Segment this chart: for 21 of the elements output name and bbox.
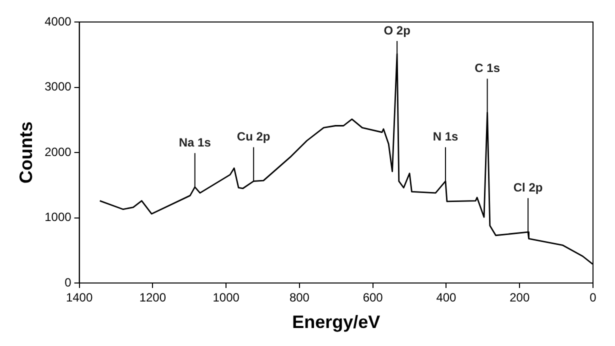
y-tick-label: 0	[64, 275, 72, 290]
annotation: O 2p	[384, 23, 410, 38]
y-tick-label: 2000	[44, 144, 72, 159]
x-axis-title: Energy/eV	[292, 312, 380, 332]
x-tick-label: 1000	[212, 290, 240, 305]
x-tick-label: 1400	[66, 290, 93, 305]
y-axis-title: Counts	[16, 122, 36, 184]
x-tick-label: 200	[510, 290, 530, 305]
x-tick-label: 600	[362, 290, 384, 305]
annotation: C 1s	[474, 61, 500, 76]
annotation: Cu 2p	[236, 130, 270, 144]
annotation: N 1s	[432, 130, 458, 144]
y-tick-label: 3000	[44, 80, 72, 94]
y-tick-label: 1000	[44, 210, 72, 224]
x-tick-label: 800	[289, 290, 310, 305]
y-tick-label: 4000	[44, 14, 72, 28]
x-tick-label: 400	[436, 290, 457, 305]
annotation: Na 1s	[178, 135, 212, 150]
x-tick-label: 1200	[139, 290, 166, 305]
x-tick-label: 0	[590, 290, 597, 305]
annotation: Cl 2p	[513, 180, 543, 194]
